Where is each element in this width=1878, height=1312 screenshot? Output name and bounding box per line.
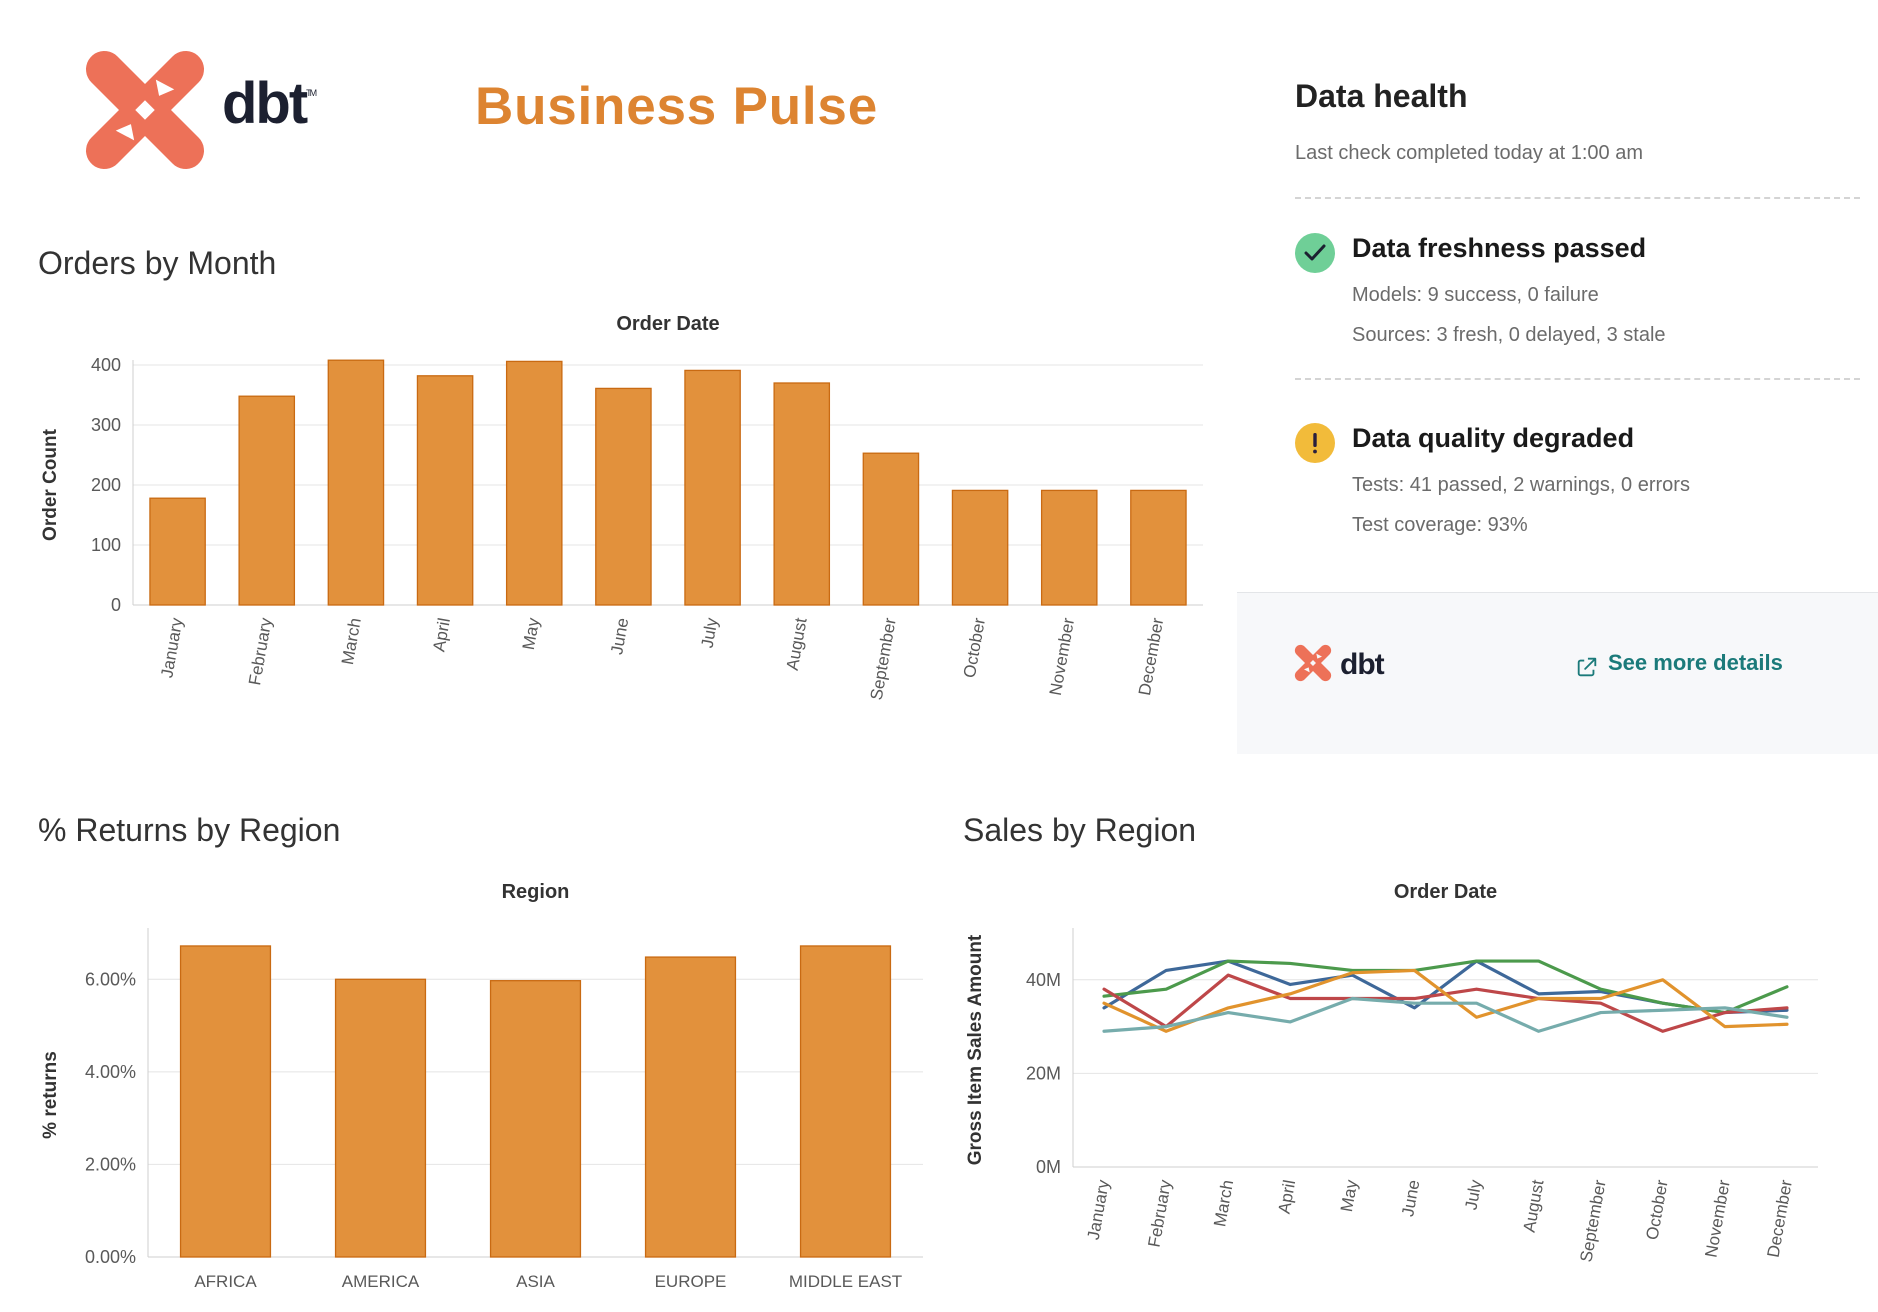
- svg-text:AFRICA: AFRICA: [194, 1272, 257, 1291]
- svg-text:Order Count: Order Count: [40, 428, 61, 541]
- svg-text:AMERICA: AMERICA: [342, 1272, 420, 1291]
- svg-text:August: August: [783, 616, 811, 672]
- svg-text:December: December: [1764, 1178, 1796, 1259]
- svg-text:Order Date: Order Date: [1394, 881, 1497, 903]
- svg-text:0M: 0M: [1036, 1157, 1061, 1177]
- svg-text:% returns: % returns: [40, 1051, 61, 1139]
- svg-text:March: March: [1210, 1178, 1237, 1228]
- svg-text:November: November: [1046, 616, 1078, 697]
- svg-text:April: April: [1275, 1178, 1300, 1215]
- svg-text:September: September: [1576, 1178, 1609, 1264]
- svg-text:July: July: [1462, 1178, 1486, 1212]
- svg-text:May: May: [1337, 1178, 1361, 1213]
- svg-text:September: September: [867, 616, 900, 702]
- svg-text:20M: 20M: [1026, 1063, 1061, 1083]
- svg-text:400: 400: [91, 355, 121, 375]
- svg-text:200: 200: [91, 475, 121, 495]
- svg-text:0: 0: [111, 595, 121, 615]
- svg-text:February: February: [1145, 1178, 1176, 1249]
- svg-text:March: March: [338, 616, 365, 666]
- svg-text:EUROPE: EUROPE: [655, 1272, 727, 1291]
- svg-text:May: May: [519, 616, 543, 651]
- svg-text:January: January: [157, 616, 186, 679]
- svg-text:August: August: [1520, 1178, 1548, 1234]
- svg-text:100: 100: [91, 535, 121, 555]
- svg-text:0.00%: 0.00%: [85, 1247, 136, 1267]
- svg-text:Region: Region: [502, 881, 570, 903]
- svg-text:300: 300: [91, 415, 121, 435]
- svg-text:June: June: [607, 616, 632, 656]
- svg-text:Gross Item Sales Amount: Gross Item Sales Amount: [965, 934, 986, 1165]
- svg-text:October: October: [1643, 1178, 1672, 1241]
- svg-text:July: July: [698, 616, 722, 650]
- svg-text:40M: 40M: [1026, 970, 1061, 990]
- svg-text:January: January: [1084, 1178, 1113, 1241]
- svg-text:ASIA: ASIA: [516, 1272, 555, 1291]
- svg-text:December: December: [1135, 616, 1167, 697]
- svg-text:Order Date: Order Date: [616, 313, 719, 335]
- svg-text:2.00%: 2.00%: [85, 1154, 136, 1174]
- svg-text:April: April: [429, 616, 454, 653]
- svg-text:June: June: [1398, 1178, 1423, 1218]
- svg-text:October: October: [960, 616, 989, 679]
- svg-text:February: February: [245, 616, 276, 687]
- svg-text:MIDDLE EAST: MIDDLE EAST: [789, 1272, 902, 1291]
- svg-text:6.00%: 6.00%: [85, 969, 136, 989]
- svg-text:4.00%: 4.00%: [85, 1062, 136, 1082]
- svg-text:November: November: [1701, 1178, 1733, 1259]
